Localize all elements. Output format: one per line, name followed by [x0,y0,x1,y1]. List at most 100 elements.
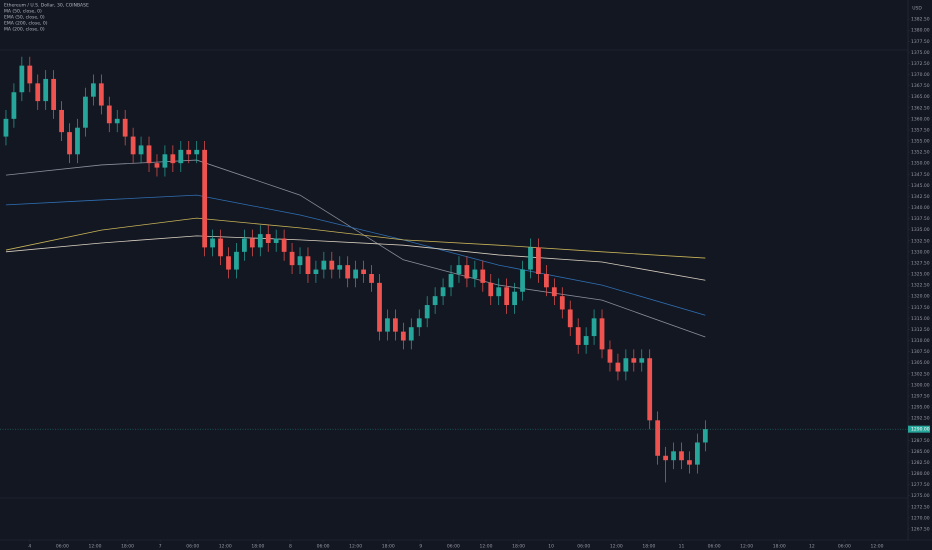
x-tick-label: 18:00 [121,544,134,550]
x-tick-label: 9 [419,544,422,550]
y-tick-label: 1305.00 [911,360,930,366]
candle-body [210,238,215,248]
y-tick-label: 1350.00 [911,161,930,167]
y-tick-label: 1292.50 [911,416,930,422]
candle-body [607,349,613,363]
y-tick-label: 1272.50 [911,504,930,510]
candle-body [186,149,192,155]
candle-body [408,327,414,341]
candle-body [162,154,168,168]
candle-body [385,318,390,332]
candle-body [321,260,327,270]
candle-body [43,78,49,102]
candle-body [67,132,72,155]
x-tick-label: 12:00 [740,544,753,550]
x-tick-label: 06:00 [56,544,69,550]
y-tick-label: 1347.50 [911,172,930,178]
x-tick-label: 12:00 [88,544,101,550]
y-tick-label: 1322.50 [911,283,930,289]
candle-body [671,451,676,461]
candle-body [265,234,271,243]
candle-body [369,274,374,283]
y-tick-label: 1345.00 [911,183,930,189]
y-tick-label: 1312.50 [911,327,930,333]
candle-body [440,287,446,297]
y-tick-label: 1320.00 [911,294,930,300]
y-tick-label: 1280.00 [911,471,930,477]
x-tick-label: 18:00 [773,544,786,550]
candle-body [353,269,359,279]
candle-body [647,358,653,421]
candle-body [83,96,88,128]
y-tick-label: 1317.50 [911,305,930,311]
legend-entry: EMA (200, close, 0) [4,21,48,27]
candle-body [146,145,152,164]
candle-body [19,65,25,93]
last-price-box [908,425,930,433]
candle-body [138,145,144,155]
candle-body [122,118,128,137]
candle-body [27,65,33,84]
candle-body [488,282,494,297]
y-tick-label: 1360.00 [911,116,930,122]
candle-body [98,83,104,106]
chart-title: Ethereum / U.S. Dollar, 30, COINBASE [4,3,89,9]
candle-body [575,327,581,345]
candle-body [281,238,287,252]
x-tick-label: 11 [679,544,685,550]
y-tick-label: 1285.00 [911,449,930,455]
candle-body [194,149,200,155]
legend-entry: EMA (50, close, 0) [4,15,45,21]
candle-body [249,238,255,248]
candle-body [416,318,422,328]
candle-body [345,265,351,279]
candle-body [234,251,239,270]
candle-body [663,455,668,461]
candle-body [631,358,637,363]
y-tick-label: 1267.50 [911,526,930,532]
x-tick-label: 12:00 [480,544,493,550]
candle-body [297,256,303,266]
y-tick-label: 1372.50 [911,61,930,67]
candle-body [496,287,502,297]
candle-body [448,274,454,288]
candle-body [170,154,176,164]
y-tick-label: 1380.00 [911,28,930,34]
y-tick-label: 1367.50 [911,83,930,89]
candle-body [154,163,160,168]
candle-body [591,318,597,337]
y-tick-label: 1297.50 [911,393,930,399]
candle-body [313,269,319,274]
y-tick-label: 1307.50 [911,349,930,355]
candle-body [305,256,311,274]
candle-body [456,265,462,274]
candle-body [615,362,621,372]
y-tick-label: 1337.50 [911,216,930,222]
x-tick-label: 18:00 [251,544,264,550]
candle-body [695,442,700,465]
candle-body [178,149,184,164]
candle-body [559,296,565,310]
candle-body [679,451,684,461]
indicator-line [5,217,706,259]
y-tick-label: 1310.00 [911,338,930,344]
legend-entry: MA (50, close, 0) [4,9,42,15]
x-tick-label: 18:00 [512,544,525,550]
candle-body [59,109,64,133]
candle-body [289,251,295,266]
y-tick-label: 1302.50 [911,371,930,377]
y-axis-label: USD [912,6,922,12]
legend-entry: MA (200, close, 0) [4,27,45,33]
y-tick-label: 1270.00 [911,515,930,521]
indicator-line [5,194,706,316]
candle-body [472,269,478,279]
candle-body [528,247,533,270]
candle-body [75,127,80,155]
y-tick-label: 1382.50 [911,17,930,23]
candle-body [687,460,692,465]
x-tick-label: 06:00 [186,544,199,550]
y-tick-label: 1357.50 [911,127,930,133]
candle-body [512,291,517,306]
x-tick-label: 18:00 [642,544,655,550]
x-tick-label: 12:00 [349,544,362,550]
